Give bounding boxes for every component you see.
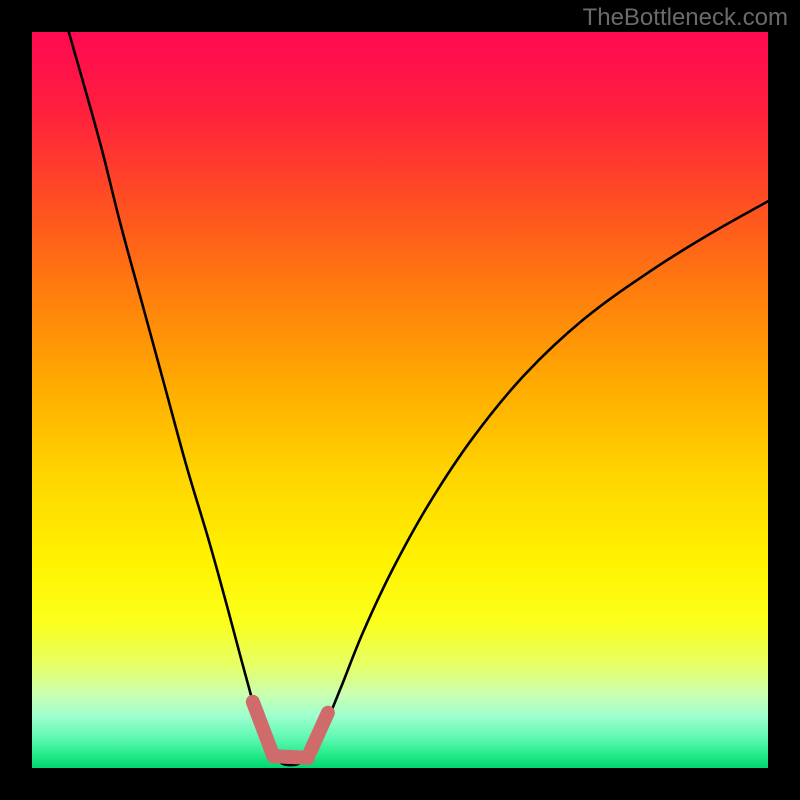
highlight-mark-1 [273,756,308,757]
highlight-mark-2 [310,713,328,752]
chart-frame [32,32,768,768]
bottleneck-curve [69,32,768,765]
plot-area [32,32,768,768]
watermark-text: TheBottleneck.com [583,4,788,32]
highlight-mark-0 [253,702,274,756]
curve-layer [32,32,768,768]
